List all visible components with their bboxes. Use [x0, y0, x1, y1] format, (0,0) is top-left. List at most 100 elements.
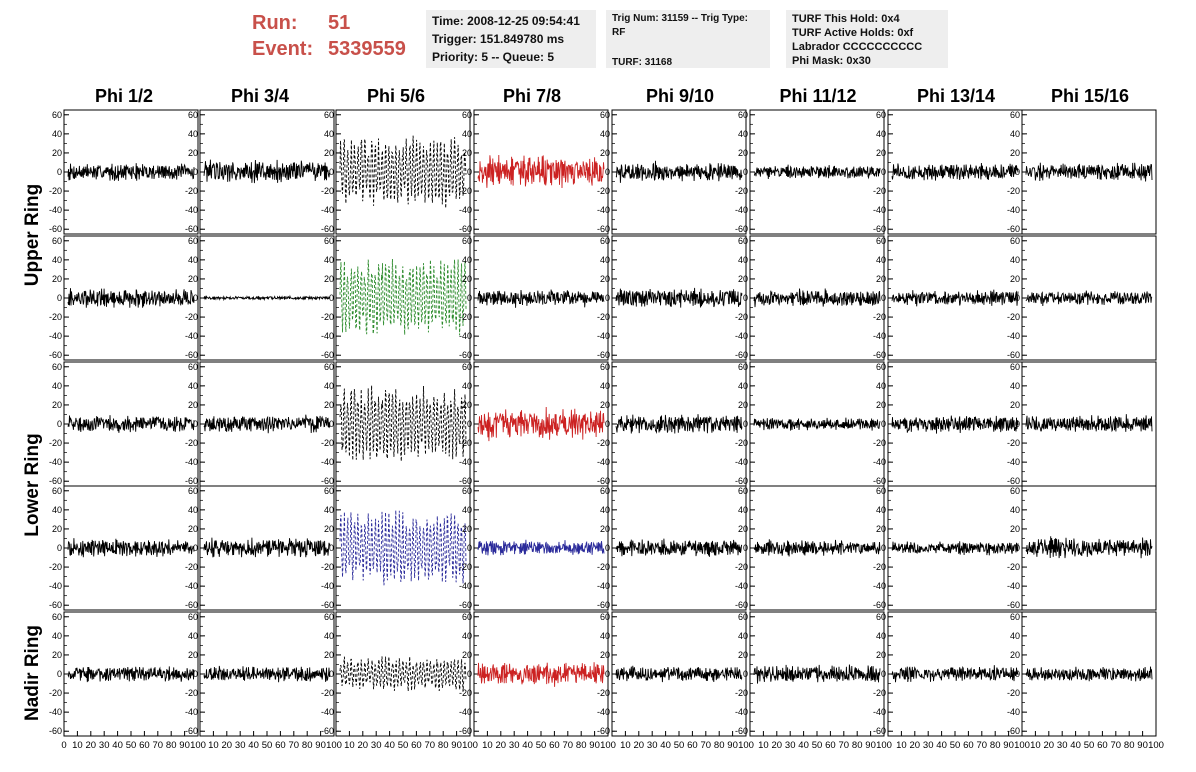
y-tick-label: -40 [597, 707, 610, 717]
x-tick-label: 30 [923, 740, 934, 751]
y-tick-label: 60 [876, 110, 886, 120]
x-tick-label: 100 [600, 740, 616, 751]
y-tick-label: -40 [873, 331, 886, 341]
y-tick-label: -40 [185, 457, 198, 467]
y-tick-label: 60 [738, 236, 748, 246]
x-tick-label: 70 [977, 740, 988, 751]
x-tick-label: 70 [839, 740, 850, 751]
y-tick-label: 60 [462, 486, 472, 496]
x-tick-label: 50 [536, 740, 547, 751]
y-tick-label: 60 [188, 486, 198, 496]
y-tick-label: -60 [185, 726, 198, 736]
y-tick-label: 40 [876, 129, 886, 139]
y-tick-label: 20 [52, 650, 62, 660]
y-tick-label: -60 [597, 726, 610, 736]
y-tick-label: 60 [876, 362, 886, 372]
y-tick-label: -20 [873, 688, 886, 698]
y-tick-label: 0 [467, 419, 472, 429]
y-tick-label: -40 [321, 707, 334, 717]
x-tick-label: 50 [812, 740, 823, 751]
y-tick-label: 60 [738, 110, 748, 120]
y-tick-label: -20 [873, 312, 886, 322]
y-tick-label: -60 [1007, 224, 1020, 234]
y-tick-label: -20 [597, 688, 610, 698]
y-tick-label: -60 [735, 350, 748, 360]
y-tick-label: 60 [324, 110, 334, 120]
x-tick-label: 100 [1148, 740, 1164, 751]
y-tick-label: 40 [876, 505, 886, 515]
y-tick-label: -60 [735, 476, 748, 486]
y-tick-label: 40 [600, 255, 610, 265]
y-tick-label: -40 [185, 707, 198, 717]
phi-header-8: Phi 15/16 [1050, 86, 1130, 106]
y-tick-label: 40 [188, 255, 198, 265]
y-tick-label: 0 [467, 669, 472, 679]
y-tick-label: -20 [873, 562, 886, 572]
waveform-trace [1025, 666, 1153, 682]
y-tick-label: -60 [1007, 476, 1020, 486]
y-tick-label: -40 [459, 331, 472, 341]
panel-r2-c3: -60 -40 -20 0 20 40 60 [321, 235, 471, 361]
y-tick-label: 20 [188, 274, 198, 284]
y-tick-label: 20 [462, 650, 472, 660]
y-tick-label: 20 [1010, 400, 1020, 410]
x-tick-label: 50 [950, 740, 961, 751]
x-tick-label: 10 [758, 740, 769, 751]
y-tick-label: -40 [735, 707, 748, 717]
waveform-trace [339, 510, 467, 586]
panel-r3-c1: -60 -40 -20 0 20 40 60 [49, 361, 199, 487]
y-tick-label: 20 [876, 148, 886, 158]
waveform-trace [203, 414, 331, 434]
y-tick-label: -20 [185, 186, 198, 196]
y-tick-label: 0 [881, 543, 886, 553]
y-tick-label: -20 [459, 186, 472, 196]
phi-header-6: Phi 11/12 [779, 86, 857, 106]
x-tick-label: 100 [1014, 740, 1030, 751]
y-tick-label: 60 [52, 362, 62, 372]
waveform-trace [1025, 290, 1153, 307]
y-tick-label: -60 [321, 600, 334, 610]
y-tick-label: -40 [1007, 205, 1020, 215]
y-tick-label: -20 [459, 438, 472, 448]
event-label: Event: [252, 38, 314, 60]
waveform-trace [477, 539, 605, 556]
x-tick-label: 0 [61, 740, 66, 751]
y-tick-label: -40 [49, 205, 62, 215]
y-tick-label: 40 [876, 381, 886, 391]
y-tick-label: 20 [324, 650, 334, 660]
panel-r2-c8: -60 -40 -20 0 20 40 60 [1007, 235, 1157, 361]
y-tick-label: -60 [873, 600, 886, 610]
y-tick-label: -60 [49, 476, 62, 486]
y-tick-label: -40 [597, 581, 610, 591]
waveform-trace [477, 406, 605, 442]
waveform-trace [615, 160, 743, 183]
waveform-trace [203, 159, 331, 184]
x-tick-label: 10 [896, 740, 907, 751]
y-tick-label: -20 [597, 562, 610, 572]
y-tick-label: 20 [876, 274, 886, 284]
y-tick-label: -40 [597, 205, 610, 215]
phi-header-7: Phi 13/14 [916, 86, 996, 106]
y-tick-label: -40 [321, 331, 334, 341]
y-tick-label: 0 [193, 543, 198, 553]
y-tick-label: -60 [873, 224, 886, 234]
y-tick-label: 40 [52, 631, 62, 641]
y-tick-label: 40 [324, 255, 334, 265]
y-tick-label: 60 [188, 110, 198, 120]
y-tick-label: -20 [321, 438, 334, 448]
y-tick-label: -40 [459, 205, 472, 215]
y-tick-label: 20 [738, 274, 748, 284]
y-tick-label: 40 [188, 381, 198, 391]
y-tick-label: 60 [324, 486, 334, 496]
y-tick-label: 40 [1010, 129, 1020, 139]
panel-r1-c4: -60 -40 -20 0 20 40 60 [459, 109, 609, 235]
x-tick-label: 80 [852, 740, 863, 751]
y-tick-label: 0 [467, 543, 472, 553]
y-tick-label: 60 [324, 362, 334, 372]
x-tick-label: 100 [190, 740, 206, 751]
run-event-block: Run: 51 Event: 5339559 [252, 10, 406, 62]
y-tick-label: -20 [1007, 186, 1020, 196]
y-tick-label: 20 [600, 524, 610, 534]
